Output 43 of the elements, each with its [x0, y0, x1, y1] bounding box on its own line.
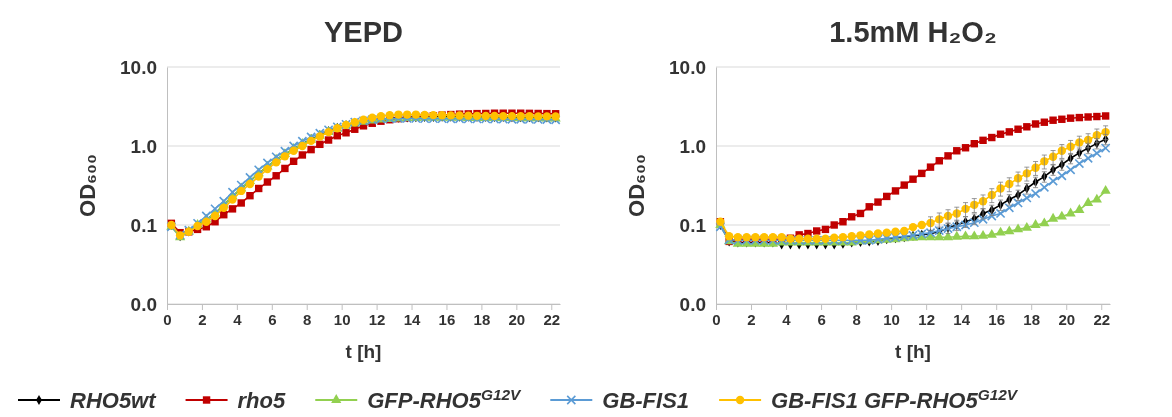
legend-label: GB-FIS1	[602, 388, 690, 413]
x-tick-label: 16	[988, 310, 1006, 328]
y-tick-label: 0.0	[130, 293, 157, 315]
x-tick-label: 2	[198, 310, 207, 328]
x-tick-label: 6	[268, 310, 277, 328]
y-tick-label: 0.1	[130, 214, 158, 236]
x-tick-label: 12	[368, 310, 386, 328]
x-tick-label: 4	[782, 310, 792, 328]
x-tick-label: 4	[233, 310, 243, 328]
x-tick-label: 10	[883, 310, 900, 328]
legend-label: GFP-RHO5$^{G12V}$	[367, 385, 523, 413]
x-tick-label: 0	[712, 310, 721, 328]
x-tick-label: 20	[508, 310, 526, 328]
y-tick-label: 10.0	[120, 56, 157, 78]
legend-label: rho5	[237, 388, 286, 413]
x-tick-label: 6	[817, 310, 826, 328]
x-tick-label: 12	[918, 310, 935, 328]
x-tick-label: 0	[163, 310, 172, 328]
y-tick-label: 0.0	[679, 293, 706, 315]
x-tick-label: 14	[953, 310, 971, 328]
x-tick-label: 2	[747, 310, 756, 328]
x-tick-label: 20	[1058, 310, 1076, 328]
y-axis-title: OD₆₀₀	[624, 154, 649, 217]
x-tick-label: 18	[473, 310, 491, 328]
chart-title: YEPD	[324, 16, 403, 48]
x-tick-label: 22	[1093, 310, 1111, 328]
x-axis-title: t [h]	[895, 341, 931, 362]
x-tick-label: 18	[1023, 310, 1041, 328]
x-tick-label: 10	[333, 310, 351, 328]
x-axis-title: t [h]	[345, 341, 382, 362]
y-tick-label: 0.1	[679, 214, 707, 236]
y-tick-label: 1.0	[130, 135, 157, 157]
x-tick-label: 22	[543, 310, 561, 328]
y-axis-title: OD₆₀₀	[75, 154, 100, 217]
legend-label: GB-FIS1 GFP-RHO5$^{G12V}$	[771, 385, 1019, 413]
x-tick-label: 8	[852, 310, 861, 328]
legend-label: RHO5wt	[70, 388, 158, 413]
x-tick-label: 8	[303, 310, 312, 328]
y-tick-label: 10.0	[669, 56, 706, 78]
x-tick-label: 16	[438, 310, 456, 328]
x-tick-label: 14	[403, 310, 422, 328]
chart-title: 1.5mM H₂O₂	[829, 16, 997, 48]
y-tick-label: 1.0	[679, 135, 706, 157]
